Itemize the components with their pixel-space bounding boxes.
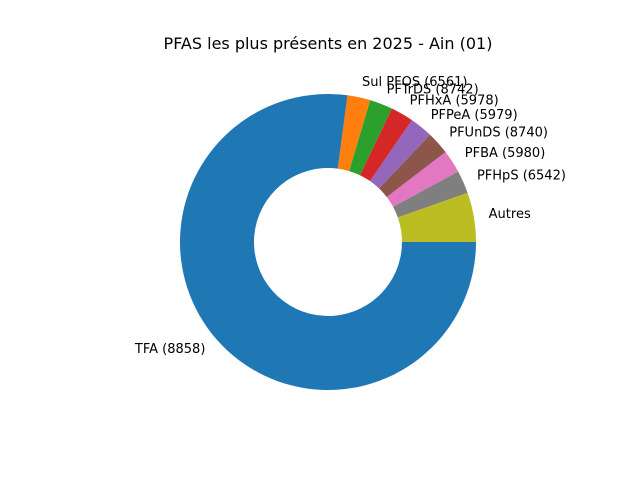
labels-group: Autres PFHpS (6542) PFBA (5980) PFUnDS (874… (134, 75, 566, 357)
slice-1 (393, 171, 468, 218)
slices-group (180, 94, 477, 390)
slice-3 (378, 134, 446, 198)
slice-label-2: PFBA (5980) (465, 146, 546, 161)
chart-title: PFAS les plus présents en 2025 - Ain (01… (164, 34, 493, 53)
slice-label-7: Sul PFOS (6561) (362, 75, 467, 90)
slice-label-4: PFPeA (5979) (431, 108, 518, 123)
slice-8 (180, 94, 477, 390)
slice-4 (369, 120, 430, 189)
slice-label-3: PFUnDS (8740) (449, 126, 548, 141)
slice-label-1: PFHpS (6542) (477, 168, 566, 183)
slice-6 (349, 100, 392, 176)
slice-label-0: Autres (489, 207, 531, 222)
slice-2 (386, 152, 459, 207)
slice-label-8: TFA (8858) (134, 342, 205, 357)
slice-label-5: PFHxA (5978) (410, 93, 499, 108)
slice-7 (337, 95, 371, 172)
slice-0 (397, 192, 476, 242)
slice-5 (359, 108, 412, 182)
slice-label-6: PFTrDS (8742) (387, 82, 479, 97)
